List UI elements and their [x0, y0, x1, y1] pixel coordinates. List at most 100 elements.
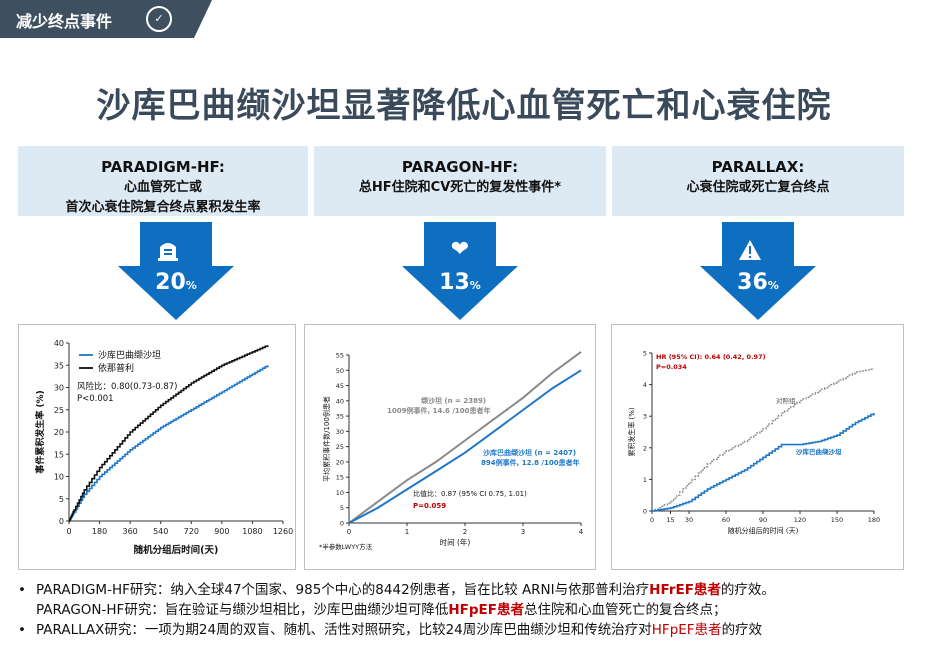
y-tick-label: 45 — [336, 382, 344, 390]
trial-desc-line1: 心衰住院或死亡复合终点 — [686, 180, 830, 195]
x-tick-label: 2 — [463, 528, 467, 536]
legend-label: 依那普利 — [98, 362, 134, 374]
series-label: 对照组 — [776, 396, 796, 405]
x-tick-label: 150 — [831, 516, 843, 524]
y-tick-label: 15 — [336, 474, 344, 482]
y-tick-label: 10 — [336, 489, 344, 497]
x-tick-label: 360 — [123, 527, 138, 536]
annotation-text: P=0.034 — [656, 363, 687, 371]
y-tick-label: 2 — [643, 444, 647, 452]
x-tick-label: 1 — [405, 528, 409, 536]
x-tick-label: 3 — [521, 528, 525, 536]
x-axis-label: 随机分组后的时间 (天) — [728, 526, 799, 535]
trial-header-paradigm: PARADIGM-HF: 心血管死亡或 首次心衰住院复合终点累积发生率 — [18, 146, 308, 216]
x-tick-label: 15 — [666, 516, 674, 524]
y-tick-label: 30 — [54, 384, 64, 393]
y-tick-label: 40 — [336, 397, 344, 405]
y-tick-label: 55 — [336, 352, 344, 360]
y-tick-label: 40 — [54, 339, 64, 348]
series-label: 沙库巴曲缬沙坦 (n = 2407) — [483, 448, 576, 457]
y-tick-label: 5 — [59, 495, 64, 504]
reduction-value: 20% — [155, 270, 197, 295]
x-tick-label: 180 — [92, 527, 107, 536]
x-tick-label: 1080 — [242, 527, 262, 536]
y-tick-label: 25 — [336, 443, 344, 451]
trial-name: PARADIGM-HF: — [101, 158, 225, 176]
chart-panel-paragon: 0 5 10 15 20 25 30 35 40 45 50 55 0 1 2 3 4 平均累积事件数/100例患… — [304, 324, 596, 570]
trial-name: PARALLAX: — [711, 158, 805, 176]
y-axis-label: 平均累积事件数/100例患者 — [322, 396, 331, 482]
y-tick-label: 20 — [54, 428, 64, 437]
chart-panel-paradigm: 0 5 10 15 20 25 30 35 40 0 180 360 540 720 900 1080 1260… — [18, 324, 296, 570]
x-tick-label: 0 — [66, 527, 71, 536]
chart-parallax: 0 1 2 3 4 5 0 15 30 60 90 120 150 180 累积发生率 (%) 随机分组后的时… — [627, 350, 880, 536]
series-line-0 — [348, 351, 582, 524]
note-item: • PARADIGM-HF研究：纳入全球47个国家、985个中心的8442例患者，… — [18, 582, 775, 598]
annotation-text: 风险比：0.80(0.73-0.87) — [77, 381, 177, 392]
x-tick-label: 1260 — [273, 527, 293, 536]
series-note: 894例事件, 12.8 /100患者年 — [481, 458, 580, 467]
document-check-icon: ✓ — [146, 6, 172, 32]
x-tick-label: 90 — [759, 516, 767, 524]
y-tick-label: 30 — [336, 428, 344, 436]
y-tick-label: 4 — [643, 381, 647, 389]
trial-name: PARAGON-HF: — [401, 158, 519, 176]
y-tick-label: 10 — [54, 473, 64, 482]
trial-header-parallax: PARALLAX: 心衰住院或死亡复合终点 — [612, 146, 904, 216]
series-line-1 — [348, 369, 582, 524]
reduction-arrow-parallax: 36% — [700, 222, 816, 320]
note-item: • PARALLAX研究：一项为期24周的双盲、随机、活性对照研究，比较24周沙库… — [18, 622, 763, 638]
x-tick-label: 540 — [153, 527, 168, 536]
y-tick-label: 0 — [59, 517, 64, 526]
x-tick-label: 0 — [650, 516, 654, 524]
y-tick-label: 35 — [336, 413, 344, 421]
y-tick-label: 15 — [54, 450, 64, 459]
x-tick-label: 720 — [184, 527, 199, 536]
x-axis-label: 随机分组后时间(天) — [134, 544, 219, 556]
reduction-value: 36% — [737, 270, 779, 295]
heart-icon: ❤ — [450, 237, 470, 262]
series-line-0 — [69, 365, 269, 522]
series-label: 缬沙坦 (n = 2389) — [421, 396, 486, 405]
y-tick-label: 0 — [340, 520, 344, 528]
x-tick-label: 4 — [579, 528, 584, 536]
trial-desc-line1: 总HF住院和CV死亡的复发性事件* — [358, 180, 562, 195]
trial-header-paragon: PARAGON-HF: 总HF住院和CV死亡的复发性事件* — [314, 146, 606, 216]
series-note: 1009例事件, 14.6 /100患者年 — [387, 406, 490, 415]
section-tag: 减少终点事件 ✓ — [0, 0, 212, 38]
series-line-1 — [69, 345, 269, 522]
x-tick-label: 60 — [722, 516, 730, 524]
y-tick-label: 3 — [643, 413, 647, 421]
series-label: 沙库巴曲缬沙坦 — [796, 447, 842, 456]
annotation-text: HR (95% CI): 0.64 (0.42, 0.97) — [656, 353, 766, 361]
x-tick-label: 180 — [868, 516, 880, 524]
legend-label: 沙库巴曲缬沙坦 — [98, 349, 161, 361]
hospital-icon — [156, 230, 196, 270]
chart-panel-parallax: 0 1 2 3 4 5 0 15 30 60 90 120 150 180 累积发生率 (%) 随机分组后的时… — [611, 324, 904, 570]
warning-icon — [738, 230, 778, 270]
y-tick-label: 20 — [336, 458, 344, 466]
y-axis-label: 事件累积发生率 (%) — [34, 390, 46, 473]
page-title: 沙库巴曲缬沙坦显著降低心血管死亡和心衰住院 — [96, 86, 832, 126]
x-tick-label: 120 — [794, 516, 806, 524]
annotation-text: P<0.001 — [77, 394, 114, 404]
chart-paradigm: 0 5 10 15 20 25 30 35 40 0 180 360 540 720 900 1080 1260… — [34, 339, 293, 556]
reduction-value: 13% — [439, 270, 481, 295]
series-line-1 — [652, 413, 875, 512]
annotation-text: 比值比：0.87 (95% CI 0.75, 1.01) — [413, 489, 527, 498]
x-tick-label: 900 — [214, 527, 229, 536]
y-tick-label: 5 — [643, 350, 647, 358]
study-notes: • PARADIGM-HF研究：纳入全球47个国家、985个中心的8442例患者，… — [18, 580, 918, 640]
trial-desc-line2: 首次心衰住院复合终点累积发生率 — [65, 200, 261, 215]
footnote: *半参数LWYY方法 — [319, 542, 373, 551]
note-item: PARAGON-HF研究：旨在验证与缬沙坦相比，沙库巴曲缬沙坦可降低HFpEF患… — [36, 602, 727, 618]
annotation-text: P=0.059 — [413, 502, 446, 510]
y-tick-label: 1 — [643, 476, 647, 484]
chart-paragon: 0 5 10 15 20 25 30 35 40 45 50 55 0 1 2 3 4 平均累积事件数/100例患… — [319, 351, 584, 551]
y-tick-label: 50 — [336, 367, 344, 375]
reduction-arrow-paradigm: 20% — [118, 222, 234, 320]
y-tick-label: 0 — [643, 508, 647, 516]
x-tick-label: 0 — [347, 528, 351, 536]
x-axis-label: 时间 (年) — [440, 537, 471, 547]
y-axis-label: 累积发生率 (%) — [627, 407, 636, 457]
